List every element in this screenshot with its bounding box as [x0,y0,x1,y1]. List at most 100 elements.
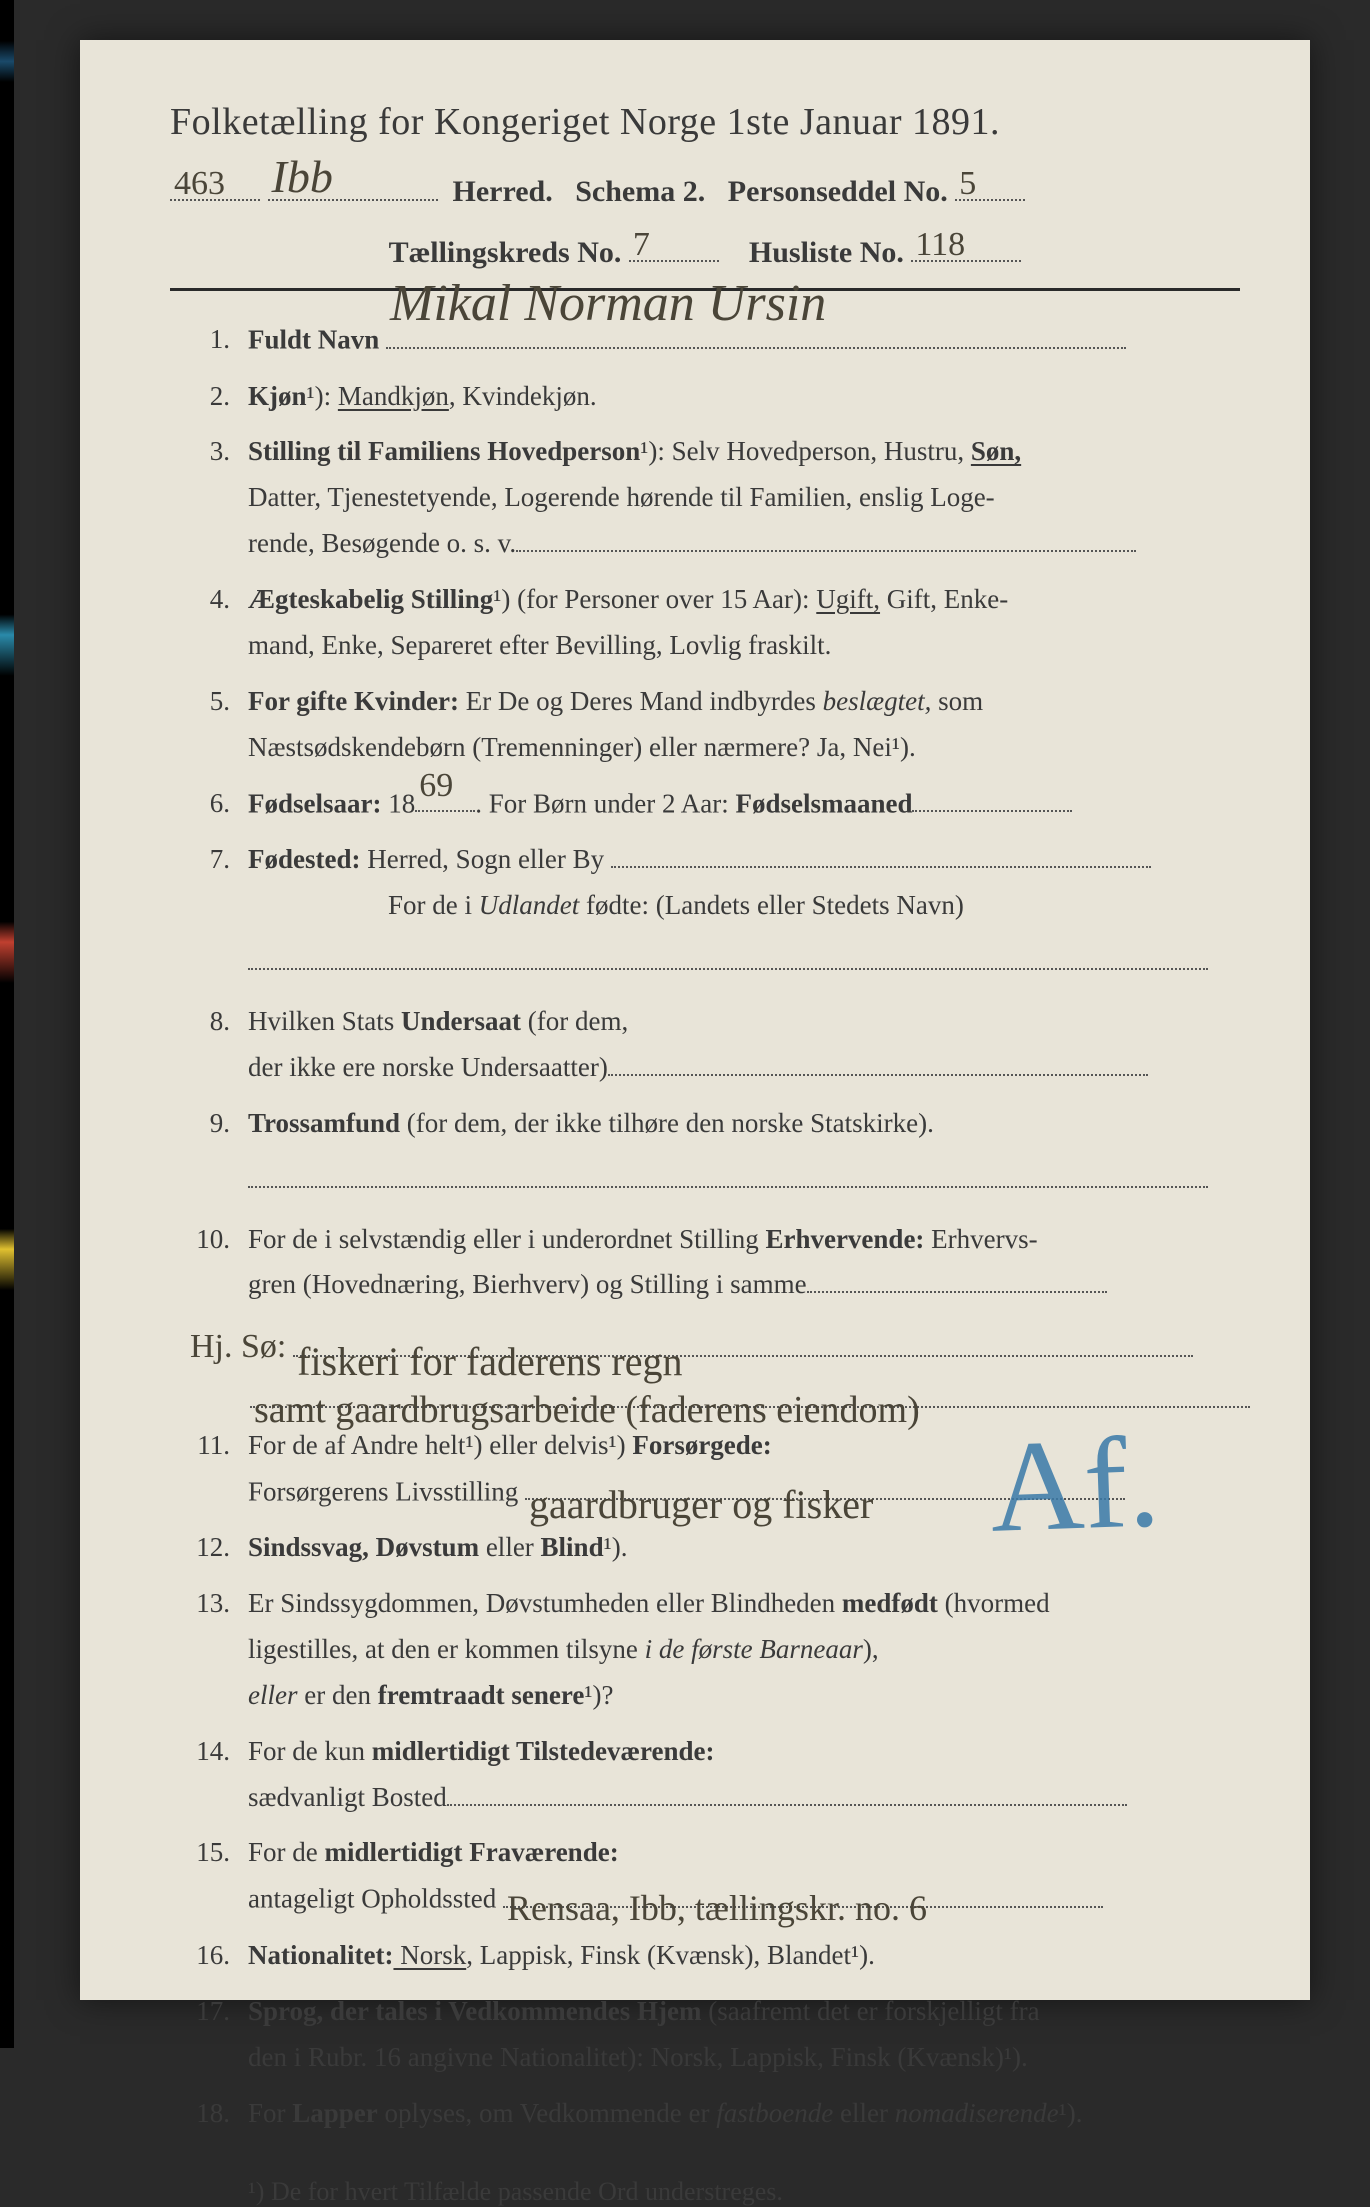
q9-bold: Trossamfund [248,1108,400,1138]
sup: ¹) [465,1430,482,1460]
q8-line1b: (for dem, [521,1006,628,1036]
item-11: 11. For de af Andre helt¹) eller delvis¹… [170,1423,1240,1515]
q17-bold: Sprog, der tales i Vedkommendes Hjem [248,1996,702,2026]
q1-value: Mikal Norman Ursin [390,260,826,348]
num-4: 4. [170,577,248,669]
q13-line1b: (hvormed [938,1588,1050,1618]
q7-line1: Herred, Sogn eller By [360,844,610,874]
herred-label: Herred. [453,175,553,208]
q15-line2: antageligt Opholdssted [248,1884,496,1914]
q18-em2: nomadiserende [895,2098,1059,2128]
q12a: Sindssvag, Døvstum [248,1532,479,1562]
q6-label2: Fødselsmaaned [735,788,912,818]
item-10: 10. For de i selvstændig eller i underor… [170,1217,1240,1309]
item-6: 6. Fødselsaar: 1869. For Børn under 2 Aa… [170,781,1240,828]
q9-rest: (for dem, der ikke tilhøre den norske St… [400,1108,934,1138]
q13-line3b: er den [297,1680,377,1710]
q11-bold: Forsørgede: [626,1430,772,1460]
husliste-no: 118 [915,226,965,264]
num-15: 15. [170,1830,248,1922]
q13-em: i de første Barneaar [645,1634,863,1664]
q6-label: Fødselsaar: [248,788,381,818]
q10-hand-block: Hj. Sø: fiskeri for faderens regn samt g… [190,1318,1240,1422]
q13-line3a: eller [248,1680,297,1710]
q5-label: For gifte Kvinder: [248,686,459,716]
sup: ¹) [609,1430,626,1460]
q12b: eller [479,1532,540,1562]
q13-line1a: Er Sindssygdommen, Døvstumheden eller Bl… [248,1588,842,1618]
dots [516,526,1136,552]
item-13: 13. Er Sindssygdommen, Døvstumheden elle… [170,1581,1240,1719]
q2-label: Kjøn [248,381,307,411]
header-line-1: 463 Ibb Herred. Schema 2. Personseddel N… [170,166,1240,209]
form-title: Folketælling for Kongeriget Norge 1ste J… [170,100,1240,144]
q6-year: 69 [419,757,453,815]
q3-line1a: Selv Hovedperson, Hustru, [672,436,971,466]
q6-rest: . For Børn under 2 Aar: [475,788,735,818]
item-7: 7. Fødested: Herred, Sogn eller By For d… [170,837,1240,929]
q12c: Blind [541,1532,604,1562]
q4-label: Ægteskabelig Stilling [248,584,493,614]
q4-selected: Ugift, [816,584,880,614]
q1-label: Fuldt Navn [248,325,379,355]
q10-bold: Erhvervende: [765,1224,924,1254]
num-5: 5. [170,679,248,771]
sup: ¹) [584,1680,601,1710]
q7-label: Fødested: [248,844,360,874]
item-17: 17. Sprog, der tales i Vedkommendes Hjem… [170,1989,1240,2081]
code-value: 463 [174,165,225,203]
q10-hand-prefix: Hj. Sø: [190,1328,286,1365]
sup: ¹) [892,732,909,762]
item-16: 16. Nationalitet: Norsk, Lappisk, Finsk … [170,1933,1240,1979]
item-5: 5. For gifte Kvinder: Er De og Deres Man… [170,679,1240,771]
q16-bold: Nationalitet: [248,1940,393,1970]
q3-selected: Søn, [971,436,1021,466]
item-12: 12. Sindssvag, Døvstum eller Blind¹). [170,1525,1240,1571]
num-14: 14. [170,1729,248,1821]
title-prefix: Folketælling for Kongeriget Norge [170,101,717,143]
q9-blank-line [248,1157,1240,1203]
q18a: For [248,2098,292,2128]
sup: ¹) [1059,2098,1076,2128]
title-date: 1ste Januar 1891. [727,101,1000,143]
q3-line2: Datter, Tjenestetyende, Logerende hørend… [248,482,995,512]
item-9: 9. Trossamfund (for dem, der ikke tilhør… [170,1101,1240,1147]
item-4: 4. Ægteskabelig Stilling¹) (for Personer… [170,577,1240,669]
q15-hand: Rensaa, Ibb, tællingskr. no. 6 [507,1878,927,1910]
dots [447,1779,1127,1805]
sup: ¹) [851,1940,868,1970]
q16-rest: , Lappisk, Finsk (Kvænsk), Blandet [466,1940,851,1970]
q11-hand: gaardbruger og fisker [529,1471,873,1503]
num-9: 9. [170,1101,248,1147]
dots [611,842,1151,868]
q4-paren: (for Personer over 15 Aar): [510,584,816,614]
q10-hand1: fiskeri for faderens regn [297,1328,682,1360]
q2-selected: Mandkjøn [338,381,449,411]
num-11: 11. [170,1423,248,1515]
q4-line2: mand, Enke, Separeret efter Bevilling, L… [248,630,831,660]
q3-line3: rende, Besøgende o. s. v. [248,528,516,558]
scan-artifact-bar [0,0,14,2048]
item-14: 14. For de kun midlertidigt Tilstedevære… [170,1729,1240,1821]
num-3: 3. [170,429,248,567]
person-no: 5 [959,165,976,203]
q7-blank-line [248,939,1240,985]
q10-hand2: samt gaardbrugsarbeide (faderens eiendom… [254,1378,920,1410]
q17-line1: (saafremt det er forskjelligt fra [702,1996,1040,2026]
q11-line1b: eller delvis [483,1430,609,1460]
q16-sel: Norsk [393,1940,466,1970]
item-15: 15. For de midlertidigt Fraværende: anta… [170,1830,1240,1922]
q18c: eller [833,2098,894,2128]
sup: ¹) [493,584,510,614]
q14-bold: midlertidigt Tilstedeværende: [372,1736,715,1766]
q7-line2b: fødte: (Landets eller Stedets Navn) [579,890,964,920]
q18-em1: fastboende [716,2098,833,2128]
sup: ¹) [1004,2042,1021,2072]
q18-bold: Lapper [292,2098,378,2128]
q11-line2: Forsørgerens Livsstilling [248,1476,518,1506]
q7-line2: For de i [388,890,479,920]
q5-line2: Næstsødskendebørn (Tremenninger) eller n… [248,732,892,762]
q5-em: beslægtet, [823,686,932,716]
q17-line2: den i Rubr. 16 angivne Nationalitet): No… [248,2042,1004,2072]
q13-bold2: fremtraadt senere [378,1680,585,1710]
